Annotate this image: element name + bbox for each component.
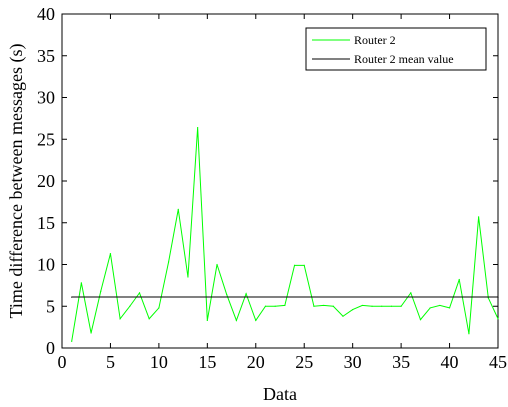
x-tick-label: 25 — [295, 352, 313, 372]
data-point — [449, 307, 450, 308]
data-point — [245, 293, 246, 294]
data-point — [362, 305, 363, 306]
y-tick-label: 30 — [37, 88, 55, 108]
y-tick-label: 5 — [46, 296, 55, 316]
data-point — [216, 264, 217, 265]
data-point — [110, 253, 111, 254]
data-point — [439, 305, 440, 306]
data-point — [497, 296, 498, 297]
data-point — [401, 306, 402, 307]
data-point — [284, 305, 285, 306]
data-point — [71, 341, 72, 342]
data-point — [420, 319, 421, 320]
y-tick-label: 20 — [37, 171, 55, 191]
data-point — [255, 320, 256, 321]
data-point — [478, 216, 479, 217]
y-tick-label: 10 — [37, 255, 55, 275]
x-tick-label: 30 — [344, 352, 362, 372]
x-tick-label: 5 — [106, 352, 115, 372]
data-point — [430, 307, 431, 308]
y-tick-label: 0 — [46, 338, 55, 358]
data-point — [304, 265, 305, 266]
legend: Router 2 Router 2 mean value — [306, 28, 486, 70]
data-point — [139, 292, 140, 293]
y-tick-label: 25 — [37, 129, 55, 149]
data-point — [323, 305, 324, 306]
legend-label: Router 2 — [354, 33, 396, 47]
y-tick-label: 40 — [37, 4, 55, 24]
data-point — [294, 265, 295, 266]
data-point — [275, 306, 276, 307]
x-tick-label: 45 — [489, 352, 507, 372]
legend-label: Router 2 mean value — [354, 52, 454, 66]
data-point — [158, 307, 159, 308]
data-point — [313, 306, 314, 307]
data-point — [410, 292, 411, 293]
data-point — [178, 209, 179, 210]
data-point — [149, 318, 150, 319]
data-point — [71, 296, 72, 297]
data-point — [391, 306, 392, 307]
x-tick-label: 20 — [247, 352, 265, 372]
data-point — [100, 291, 101, 292]
y-axis-label: Time difference between messages (s) — [6, 44, 27, 319]
y-tick-label: 35 — [37, 46, 55, 66]
y-tick-label: 15 — [37, 213, 55, 233]
data-point — [333, 306, 334, 307]
data-point — [187, 276, 188, 277]
data-point — [342, 316, 343, 317]
data-point — [468, 333, 469, 334]
data-point — [459, 279, 460, 280]
data-point — [381, 306, 382, 307]
data-point — [120, 318, 121, 319]
data-point — [90, 332, 91, 333]
data-point — [352, 309, 353, 310]
data-point — [129, 306, 130, 307]
x-tick-label: 10 — [150, 352, 168, 372]
data-point — [236, 320, 237, 321]
data-point — [207, 320, 208, 321]
data-point — [197, 127, 198, 128]
data-point — [371, 306, 372, 307]
data-point — [168, 261, 169, 262]
x-tick-label: 15 — [198, 352, 216, 372]
data-point — [497, 318, 498, 319]
data-point — [81, 282, 82, 283]
data-point — [226, 294, 227, 295]
x-tick-label: 35 — [392, 352, 410, 372]
x-tick-label: 40 — [441, 352, 459, 372]
data-point — [265, 306, 266, 307]
x-tick-label: 0 — [58, 352, 67, 372]
x-axis-label: Data — [263, 384, 297, 404]
